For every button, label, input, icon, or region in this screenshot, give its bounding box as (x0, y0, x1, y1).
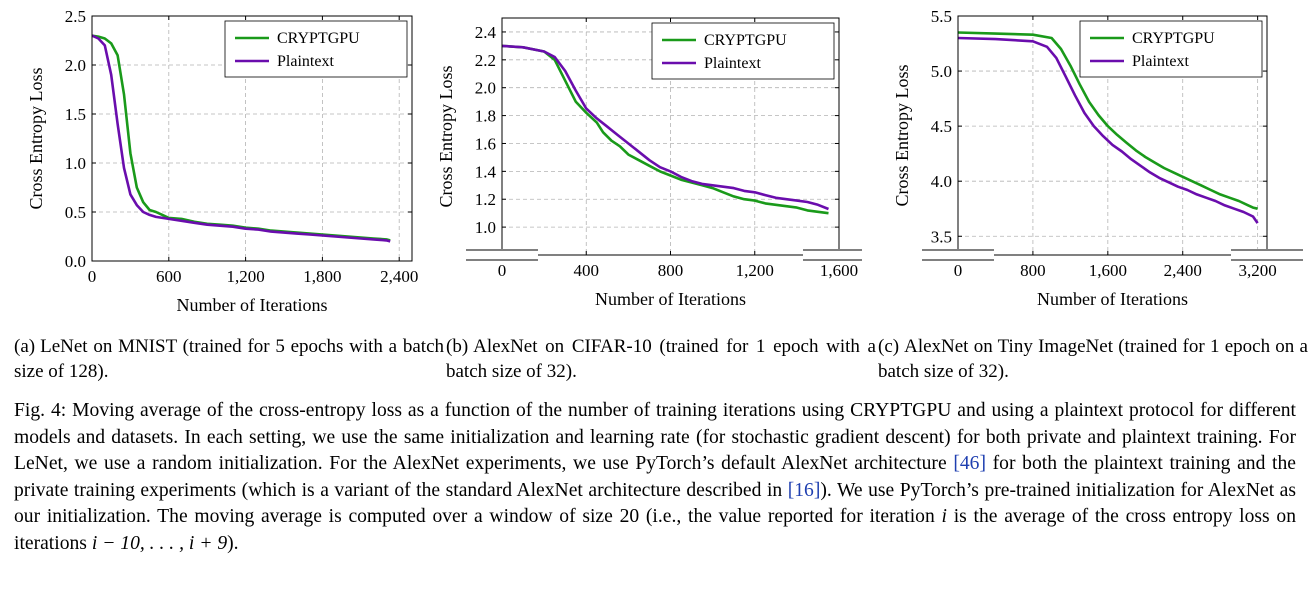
citation-16[interactable]: [16] (787, 479, 821, 501)
x-tick-label: 400 (574, 261, 600, 280)
subcaption-text: AlexNet on Tiny ImageNet (trained for 1 … (878, 336, 1308, 382)
legend-label-cryptgpu: CRYPTGPU (1132, 30, 1215, 47)
subcaption-text: LeNet on MNIST (trained for 5 epochs wit… (14, 336, 444, 382)
legend-box (1079, 20, 1263, 78)
legend-box (224, 20, 408, 78)
caption-prefix: Fig. 4: Moving average of the cross-entr… (14, 400, 845, 421)
caption-part2: and using a plaintext protocol for diffe… (14, 400, 1297, 474)
axis-break-gap (1231, 249, 1303, 261)
y-tick-label: 2.0 (475, 79, 496, 98)
x-tick-label: 1,200 (226, 267, 264, 286)
math-range: i − 10, . . . , i + 9 (91, 532, 228, 554)
plot-frame (957, 15, 1268, 256)
series-line-cryptgpu (957, 31, 1258, 210)
x-tick-label: 1,800 (303, 267, 341, 286)
x-tick-label: 1,200 (736, 261, 774, 280)
legend-label-cryptgpu: CRYPTGPU (704, 32, 787, 49)
series-line-cryptgpu (501, 44, 829, 215)
x-tick-label: 2,400 (1164, 261, 1202, 280)
y-tick-label: 3.5 (931, 227, 952, 246)
caption-part3: for both the plaintext training and the … (14, 453, 1296, 501)
y-tick-label: 1.6 (475, 134, 496, 153)
y-tick-label: 1.8 (475, 107, 496, 126)
citation-46[interactable]: [46] (953, 453, 986, 474)
y-tick-label: 5.5 (931, 7, 952, 26)
x-tick-label: 2,400 (380, 267, 418, 286)
y-tick-label: 1.0 (475, 218, 496, 237)
caption-part5: is the average of the cross entropy loss… (14, 506, 1296, 554)
y-tick-label: 2.0 (65, 56, 86, 75)
x-tick-label: 1,600 (1089, 261, 1127, 280)
y-tick-label: 2.5 (65, 7, 86, 26)
y-tick-label: 2.2 (475, 51, 496, 70)
legend-label-plaintext: Plaintext (704, 55, 761, 72)
y-tick-label: 1.0 (65, 154, 86, 173)
math-i: i (941, 506, 947, 527)
y-tick-label: 0.5 (65, 203, 86, 222)
subcaption-label: (b) (446, 336, 469, 357)
caption-part4: ). We use PyTorch’s pre-trained initiali… (14, 479, 1296, 528)
series-line-plaintext (501, 44, 829, 211)
figure-caption: Fig. 4: Moving average of the cross-entr… (14, 398, 1296, 557)
x-axis-label: Number of Iterations (1037, 289, 1188, 309)
x-tick-label: 0 (498, 261, 507, 280)
series-line-plaintext (957, 36, 1259, 224)
y-axis-label: Cross Entropy Loss (892, 64, 912, 206)
chart-alexnet-tiny-imagenet: 0 800 1,600 2,400 3,200 3.5 4.0 4.5 5.0 5.5 Number… (892, 7, 1303, 309)
y-tick-label: 1.2 (475, 190, 496, 209)
y-tick-label: 5.0 (931, 62, 952, 81)
caption-part6: ). (227, 532, 239, 554)
y-tick-label: 4.5 (931, 117, 952, 136)
y-tick-label: 1.4 (475, 162, 497, 181)
subcaption-b: (b) AlexNet on CIFAR-10 (trained for 1 ep… (446, 334, 876, 384)
y-axis-label: Cross Entropy Loss (436, 65, 456, 207)
y-tick-label: 1.5 (65, 105, 86, 124)
legend-label-cryptgpu: CRYPTGPU (277, 30, 360, 47)
y-tick-label: 2.4 (475, 23, 497, 42)
legend-box (651, 22, 835, 80)
x-tick-label: 800 (658, 261, 684, 280)
x-axis-label: Number of Iterations (177, 295, 328, 315)
legend-label-plaintext: Plaintext (1132, 53, 1189, 70)
subcaption-c: (c) AlexNet on Tiny ImageNet (trained for… (878, 334, 1308, 384)
x-tick-label: 3,200 (1239, 261, 1277, 280)
axis-break-gap (922, 249, 994, 261)
y-tick-label: 0.0 (65, 252, 86, 271)
chart-lenet-mnist: 0 600 1,200 1,800 2,400 0.0 0.5 1.0 1.5 2.0 2.5 Num… (26, 7, 418, 315)
caption-system-name: CRYPTGPU (850, 400, 952, 421)
axis-break-gap (803, 249, 862, 261)
x-tick-label: 600 (156, 267, 182, 286)
subcaption-text: AlexNet on CIFAR-10 (trained for 1 epoch… (446, 336, 876, 382)
x-tick-label: 800 (1020, 261, 1046, 280)
legend-label-plaintext: Plaintext (277, 53, 334, 70)
y-tick-label: 4.0 (931, 172, 952, 191)
y-axis-label: Cross Entropy Loss (26, 67, 46, 209)
plot-frame (91, 15, 413, 262)
axis-break-gap (466, 249, 538, 261)
x-tick-label: 1,600 (820, 261, 858, 280)
chart-alexnet-cifar10: 0 400 800 1,200 1,600 1.0 1.2 1.4 1.6 1.8 2.0 2.2 2.… (436, 17, 862, 309)
subcaption-label: (c) (878, 336, 900, 357)
series-line-plaintext (91, 34, 391, 243)
subcaption-a: (a) LeNet on MNIST (trained for 5 epochs … (14, 334, 444, 384)
x-axis-label: Number of Iterations (595, 289, 746, 309)
x-tick-label: 0 (954, 261, 963, 280)
subcaption-label: (a) (14, 336, 36, 357)
x-tick-label: 0 (88, 267, 97, 286)
